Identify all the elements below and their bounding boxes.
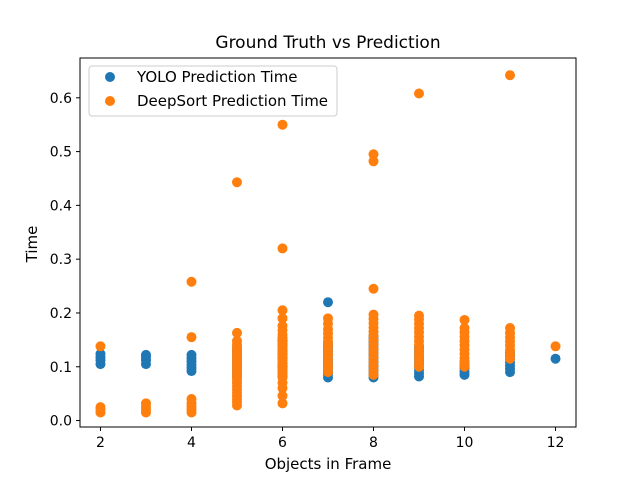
y-tick-label: 0.3	[50, 252, 72, 268]
legend-marker-deepsort	[105, 96, 115, 106]
data-point	[95, 402, 106, 413]
x-axis-label: Objects in Frame	[265, 455, 392, 473]
data-point	[414, 310, 425, 321]
data-point	[323, 297, 333, 308]
data-point	[459, 314, 470, 325]
data-point	[368, 309, 379, 320]
x-tick-label: 4	[187, 435, 196, 451]
legend: YOLO Prediction Time DeepSort Prediction…	[88, 65, 338, 117]
data-point	[277, 320, 288, 331]
data-point	[368, 283, 379, 294]
x-tick-label: 6	[278, 435, 287, 451]
y-tick-label: 0.6	[50, 91, 72, 107]
data-point	[459, 323, 470, 334]
data-point	[368, 156, 379, 167]
data-point	[95, 341, 106, 352]
data-point	[277, 243, 288, 254]
data-point	[140, 349, 151, 360]
data-point	[368, 149, 379, 160]
legend-frame	[88, 65, 338, 117]
x-tick-label: 10	[456, 435, 474, 451]
data-point	[414, 88, 425, 99]
data-point	[277, 305, 288, 316]
y-tick-label: 0.2	[50, 306, 72, 322]
data-point	[505, 70, 516, 81]
plot-area	[95, 70, 561, 418]
data-point	[186, 349, 197, 360]
data-point	[277, 398, 288, 409]
chart-title: Ground Truth vs Prediction	[215, 33, 440, 53]
data-point	[231, 327, 242, 338]
y-tick-label: 0.0	[50, 414, 72, 430]
y-tick-label: 0.4	[50, 198, 72, 214]
data-point	[505, 323, 516, 334]
data-point	[231, 335, 242, 346]
x-tick-label: 2	[96, 435, 105, 451]
data-point	[186, 394, 197, 405]
legend-marker-yolo	[105, 72, 115, 82]
data-point	[550, 341, 561, 352]
x-tick-label: 8	[369, 435, 378, 451]
data-point	[550, 353, 561, 364]
data-point	[186, 332, 197, 343]
legend-label-deepsort: DeepSort Prediction Time	[137, 92, 328, 110]
data-point	[277, 313, 288, 324]
legend-label-yolo: YOLO Prediction Time	[136, 68, 298, 86]
data-point	[277, 119, 288, 130]
series-1	[95, 70, 561, 418]
y-tick-label: 0.1	[50, 360, 72, 376]
axes-ticks: 2 4 6 8 10 12 0.0 0.1 0.2 0.3 0.4 0.5 0.6	[50, 57, 577, 451]
data-point	[323, 313, 333, 324]
data-point	[140, 398, 151, 409]
y-axis-label: Time	[23, 226, 41, 264]
y-tick-label: 0.5	[50, 145, 72, 161]
data-point	[231, 177, 242, 188]
data-point	[277, 390, 288, 401]
data-point	[95, 348, 106, 359]
x-tick-label: 12	[547, 435, 565, 451]
axes-frame	[79, 57, 577, 428]
data-point	[186, 276, 197, 287]
